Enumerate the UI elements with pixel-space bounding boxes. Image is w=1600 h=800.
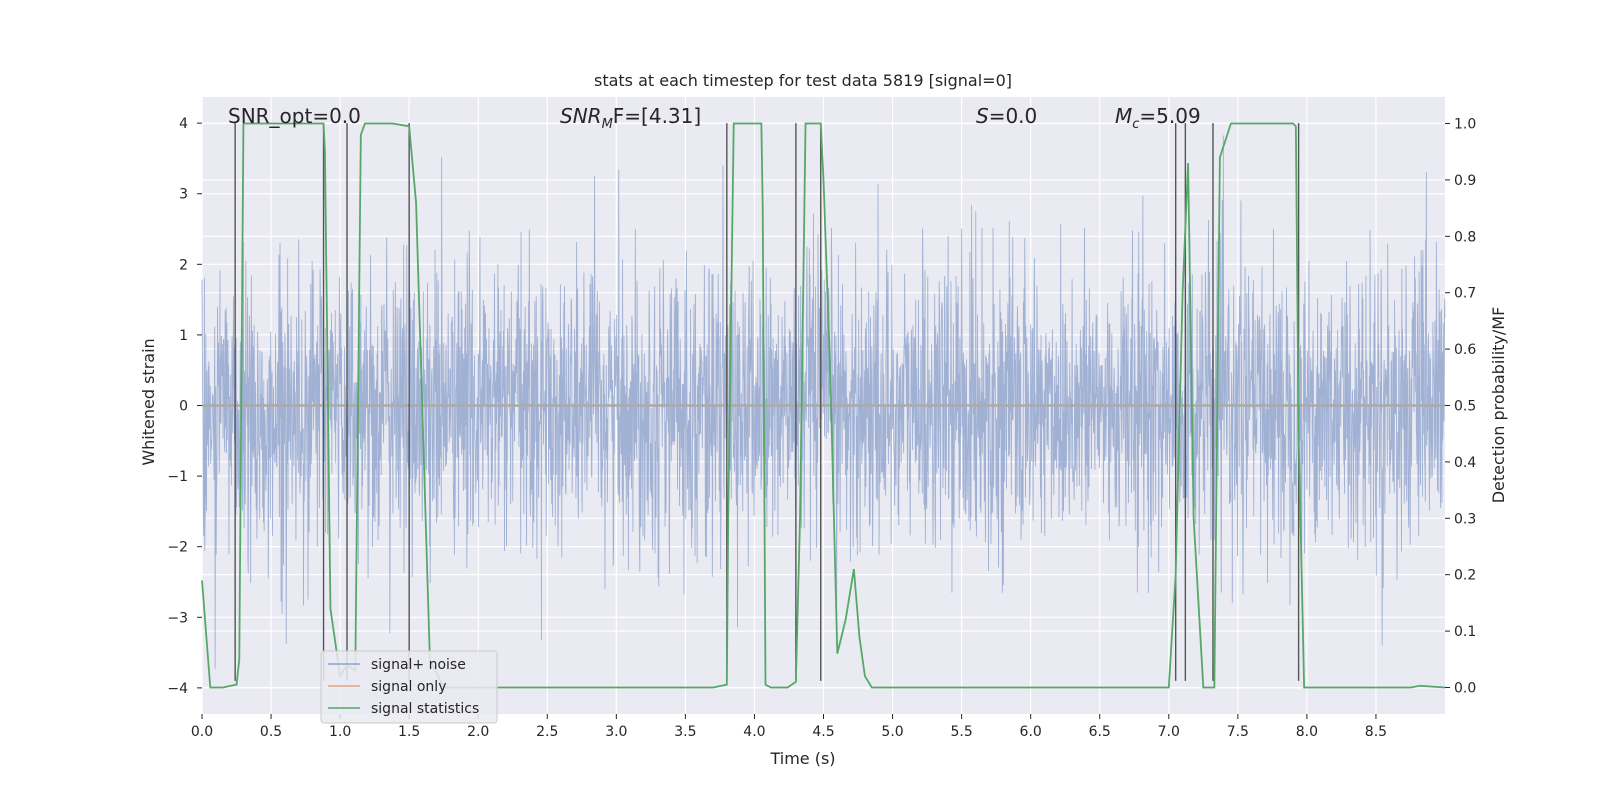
y-right-axis-label: Detection probability/MF	[1489, 307, 1508, 504]
y-right-tick-label: 0.7	[1454, 286, 1476, 302]
y-tick-label: −2	[167, 540, 188, 556]
y-tick-label: 0	[179, 399, 188, 415]
chart-title: stats at each timestep for test data 581…	[594, 71, 1012, 90]
y-tick-label: −4	[167, 681, 188, 697]
x-axis-label: Time (s)	[769, 749, 835, 768]
y-right-tick-label: 1.0	[1454, 117, 1476, 133]
y-right-tick-label: 0.0	[1454, 680, 1476, 696]
annotation-snr-mf-rest: F=[4.31]	[613, 104, 701, 128]
annotation-snr-opt: SNR_opt=0.0	[228, 104, 361, 128]
y-tick-label: −3	[167, 610, 188, 626]
annotation-mc: Mc=5.09	[1115, 104, 1201, 132]
x-tick-label: 4.0	[743, 724, 765, 740]
y-right-tick-label: 0.5	[1454, 399, 1476, 415]
annotation-mc-base: M	[1115, 104, 1132, 128]
legend-label-signal-only: signal only	[371, 679, 446, 695]
x-tick-label: 0.0	[191, 724, 213, 740]
y-right-tick-label: 0.6	[1454, 342, 1476, 358]
annotation-s: S=0.0	[976, 104, 1037, 128]
x-tick-label: 0.5	[260, 724, 282, 740]
y-tick-label: 3	[179, 187, 188, 203]
x-tick-label: 2.5	[536, 724, 558, 740]
y-tick-label: 2	[179, 257, 188, 273]
legend-label-signal-statistics: signal statistics	[371, 701, 479, 717]
x-tick-label: 5.5	[950, 724, 972, 740]
y-right-tick-label: 0.1	[1454, 624, 1476, 640]
y-right-tick-label: 0.3	[1454, 511, 1476, 527]
x-tick-label: 1.0	[329, 724, 351, 740]
y-axis-label: Whitened strain	[139, 338, 158, 465]
x-tick-label: 4.5	[812, 724, 834, 740]
annotation-snr-mf: SNRMF=[4.31]	[560, 104, 701, 132]
legend-label-signal-plus-noise: signal+ noise	[371, 657, 466, 673]
y-tick-label: −1	[167, 469, 188, 485]
x-tick-label: 8.0	[1296, 724, 1318, 740]
y-axis-ticks: 4 3 2 1 0 −1 −2 −3 −4	[167, 116, 202, 697]
legend-box	[320, 650, 498, 724]
annotation-snr-mf-base: SNR	[560, 104, 602, 128]
y-right-axis-ticks: 1.0 0.9 0.8 0.7 0.6 0.5 0.4 0.3 0.2 0.1 0.0	[1445, 117, 1476, 696]
x-tick-label: 6.5	[1089, 724, 1111, 740]
annotation-s-rest: =0.0	[989, 104, 1038, 128]
annotation-mc-rest: =5.09	[1139, 104, 1200, 128]
legend: signal+ noise signal only signal statist…	[320, 650, 498, 724]
x-axis-ticks: 0.0 0.5 1.0 1.5 2.0 2.5 3.0 3.5 4.0 4.5 5.0 5.5 6.0 6…	[191, 714, 1387, 740]
x-tick-label: 7.0	[1158, 724, 1180, 740]
x-tick-label: 6.0	[1020, 724, 1042, 740]
annotation-s-base: S	[976, 104, 989, 128]
x-tick-label: 1.5	[398, 724, 420, 740]
y-right-tick-label: 0.2	[1454, 568, 1476, 584]
annotation-mc-sub: c	[1132, 117, 1139, 132]
y-right-tick-label: 0.4	[1454, 455, 1476, 471]
y-tick-label: 4	[179, 116, 188, 132]
x-tick-label: 2.0	[467, 724, 489, 740]
x-tick-label: 8.5	[1365, 724, 1387, 740]
y-right-tick-label: 0.9	[1454, 173, 1476, 189]
x-tick-label: 7.5	[1227, 724, 1249, 740]
x-tick-label: 3.0	[605, 724, 627, 740]
x-tick-label: 3.5	[674, 724, 696, 740]
x-tick-label: 5.0	[881, 724, 903, 740]
y-right-tick-label: 0.8	[1454, 229, 1476, 245]
y-tick-label: 1	[179, 328, 188, 344]
annotation-snr-mf-sub: M	[602, 117, 613, 132]
